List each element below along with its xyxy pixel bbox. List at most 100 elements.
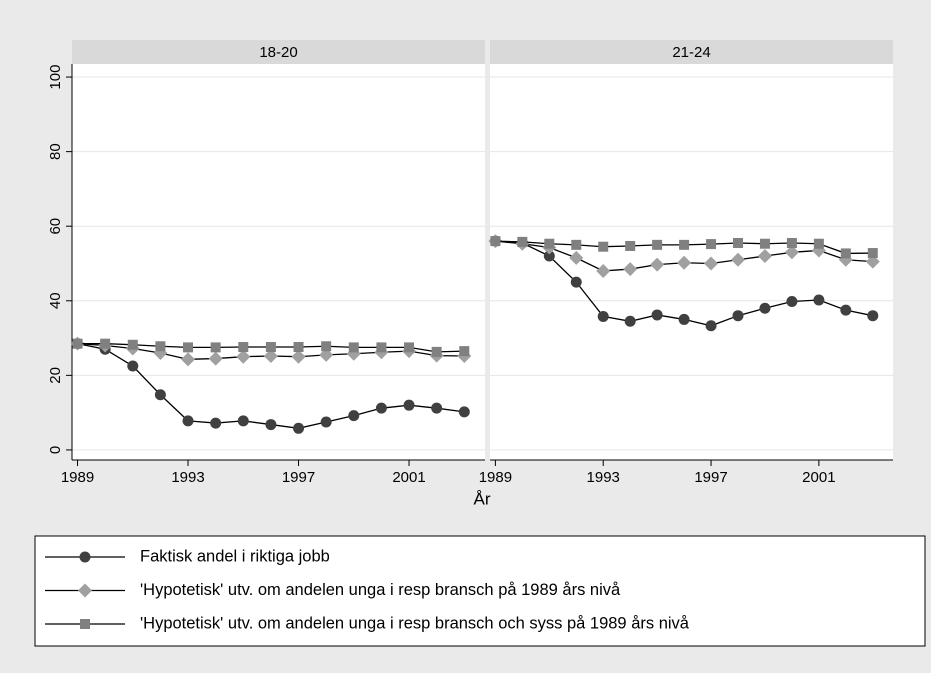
x-tick-label: 1993: [171, 469, 204, 486]
marker: [79, 551, 91, 563]
legend-label: 'Hypotetisk' utv. om andelen unga i resp…: [140, 614, 690, 632]
marker: [840, 304, 852, 316]
marker: [543, 250, 555, 262]
y-tick-label: 0: [47, 446, 64, 454]
marker: [431, 346, 442, 357]
marker: [651, 309, 663, 321]
marker: [100, 338, 111, 349]
marker: [237, 415, 249, 427]
marker: [403, 399, 415, 411]
marker: [459, 346, 470, 357]
marker: [706, 239, 717, 250]
x-tick-label: 1997: [694, 469, 727, 486]
marker: [705, 320, 717, 332]
marker: [265, 419, 277, 431]
marker: [127, 339, 138, 350]
panel-title: 18-20: [259, 44, 297, 61]
marker: [786, 296, 798, 308]
marker: [72, 338, 83, 349]
x-tick-label: 2001: [392, 469, 425, 486]
marker: [678, 313, 690, 325]
marker: [208, 351, 223, 366]
x-tick-label: 1989: [61, 469, 94, 486]
marker: [404, 342, 415, 353]
marker: [376, 342, 387, 353]
marker: [293, 422, 305, 434]
marker: [731, 252, 745, 267]
marker: [813, 238, 824, 249]
x-tick-label: 2001: [802, 469, 835, 486]
strip: [72, 40, 485, 64]
marker: [652, 239, 663, 250]
marker: [704, 256, 719, 271]
marker: [431, 402, 443, 414]
marker: [321, 341, 332, 352]
x-axis-label: År: [474, 489, 491, 508]
marker: [786, 237, 797, 248]
plot-area: [72, 64, 485, 460]
panel-title: 21-24: [672, 44, 710, 61]
y-tick-label: 40: [47, 292, 64, 309]
y-tick-label: 20: [47, 367, 64, 384]
marker: [348, 342, 359, 353]
marker: [458, 406, 470, 418]
marker: [238, 342, 249, 353]
marker: [759, 238, 770, 249]
marker: [210, 342, 221, 353]
marker: [319, 347, 334, 362]
marker: [571, 239, 582, 250]
marker: [517, 236, 528, 247]
marker: [598, 241, 609, 252]
marker: [236, 349, 251, 364]
marker: [625, 240, 636, 251]
marker: [375, 402, 387, 414]
marker: [570, 276, 582, 288]
marker: [182, 415, 194, 427]
x-tick-label: 1993: [587, 469, 620, 486]
marker: [733, 237, 743, 248]
marker: [679, 239, 690, 250]
plot-area: [490, 64, 893, 460]
marker: [293, 342, 304, 353]
legend-label: Faktisk andel i riktiga jobb: [140, 547, 330, 565]
marker: [348, 410, 360, 422]
marker: [320, 416, 332, 428]
x-tick-label: 1997: [282, 469, 315, 486]
marker: [623, 262, 638, 277]
strip: [490, 40, 893, 64]
marker: [813, 294, 825, 306]
marker: [840, 248, 851, 259]
marker: [183, 342, 194, 353]
marker: [263, 348, 278, 363]
marker: [569, 250, 584, 265]
marker: [80, 619, 90, 629]
marker: [154, 389, 166, 401]
marker: [624, 315, 636, 327]
legend: [34, 535, 926, 647]
marker: [210, 417, 222, 429]
marker: [597, 310, 609, 322]
marker: [757, 249, 772, 264]
marker: [865, 254, 880, 269]
x-tick-label: 1989: [479, 469, 512, 486]
marker: [677, 255, 692, 270]
marker: [155, 341, 166, 352]
marker: [784, 245, 799, 260]
marker: [544, 238, 555, 249]
marker: [78, 583, 92, 598]
marker: [291, 349, 306, 364]
y-tick-label: 60: [47, 218, 64, 235]
marker: [867, 248, 878, 259]
marker: [127, 360, 139, 372]
y-tick-label: 100: [47, 65, 64, 90]
marker: [650, 257, 665, 272]
marker: [181, 352, 196, 367]
marker: [759, 302, 771, 314]
marker: [732, 310, 744, 322]
marker: [867, 310, 879, 322]
y-tick-label: 80: [47, 143, 64, 160]
marker: [490, 236, 501, 247]
legend-label: 'Hypotetisk' utv. om andelen unga i resp…: [140, 581, 621, 599]
marker: [596, 263, 611, 278]
